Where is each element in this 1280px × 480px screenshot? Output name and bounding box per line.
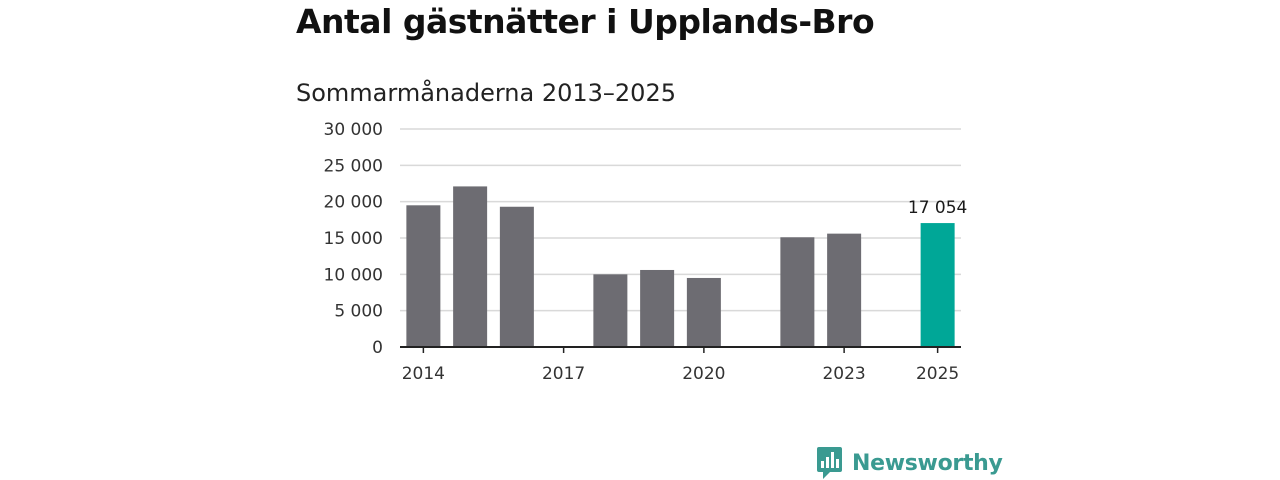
bar-chart-speech-bubble-icon <box>817 447 842 479</box>
y-tick-label: 0 <box>372 338 383 358</box>
y-tick-label: 5 000 <box>334 302 383 322</box>
x-tick-label: 2025 <box>916 364 959 384</box>
y-tick-label: 20 000 <box>324 193 383 213</box>
newsworthy-logo[interactable]: Newsworthy <box>816 446 1003 480</box>
bar-2020 <box>686 277 721 347</box>
data-label-2025: 17 054 <box>908 198 967 218</box>
chart-container: Antal gästnätter i Upplands-Bro Sommarmå… <box>296 0 1003 480</box>
chart-title: Antal gästnätter i Upplands-Bro <box>296 2 875 41</box>
y-tick-label: 15 000 <box>324 229 383 249</box>
bar-2014 <box>406 205 441 347</box>
bar-chart: 0 5 000 10 000 15 000 20 000 25 000 30 000 2014… <box>324 120 968 384</box>
chart-subtitle: Sommarmånaderna 2013–2025 <box>296 79 676 107</box>
logo-text: Newsworthy <box>852 450 1003 476</box>
bar-2015 <box>453 186 488 347</box>
bar-2025 <box>920 223 955 347</box>
bar-2016 <box>499 206 534 347</box>
y-tick-label: 30 000 <box>324 120 383 140</box>
bar-2022 <box>780 237 815 347</box>
x-tick-label: 2023 <box>822 364 865 384</box>
bar-2018 <box>593 274 628 347</box>
bar-2023 <box>827 233 862 347</box>
x-tick-label: 2014 <box>402 364 445 384</box>
x-tick-label: 2017 <box>542 364 585 384</box>
y-tick-label: 10 000 <box>324 265 383 285</box>
bar-2019 <box>640 269 675 347</box>
x-tick-label: 2020 <box>682 364 725 384</box>
y-tick-label: 25 000 <box>324 156 383 176</box>
